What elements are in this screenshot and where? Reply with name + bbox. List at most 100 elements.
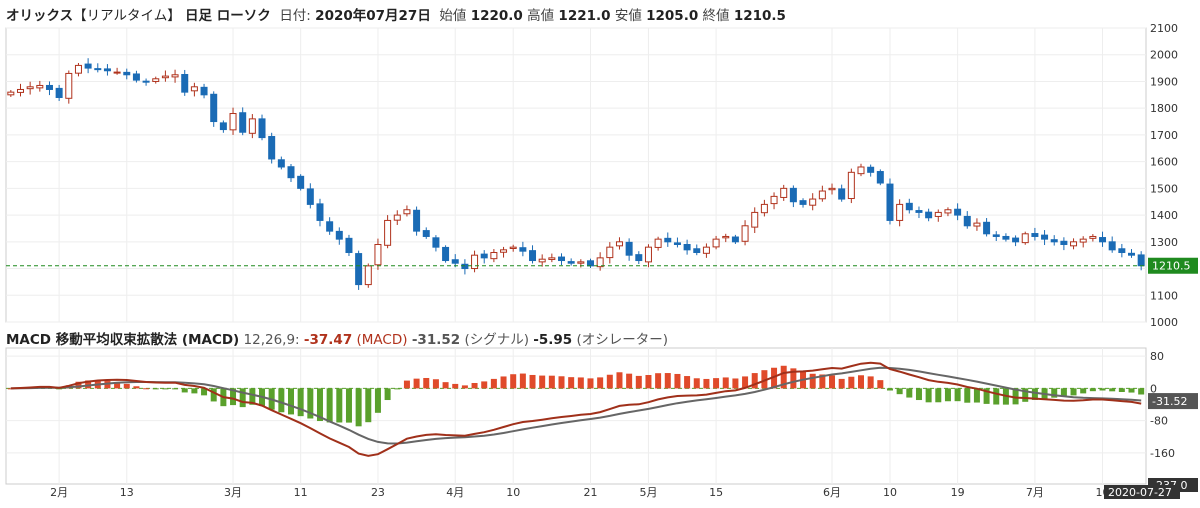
candle-body <box>760 203 768 214</box>
histogram-bar <box>461 385 468 389</box>
histogram-bar <box>510 374 517 389</box>
candle-body <box>451 259 459 264</box>
y-tick-label: 1700 <box>1150 129 1178 142</box>
candle-body <box>132 73 140 81</box>
candle-body <box>857 166 865 175</box>
x-tick-label: 3月 <box>224 486 242 499</box>
candle-body <box>297 175 305 189</box>
candle-body <box>838 188 846 200</box>
histogram-bar <box>1070 388 1077 396</box>
histogram-bar <box>877 380 884 389</box>
candle-body <box>1041 234 1049 240</box>
histogram-bar <box>75 381 82 389</box>
histogram-bar <box>819 374 826 389</box>
x-tick-label: 5月 <box>639 486 657 499</box>
histogram-bar <box>1031 388 1038 400</box>
candle-body <box>770 195 778 205</box>
histogram-bar <box>597 377 604 389</box>
histogram-bar <box>780 365 787 389</box>
histogram-bar <box>432 379 439 389</box>
histogram-bar <box>626 373 633 389</box>
y-tick-label: 1400 <box>1150 209 1178 222</box>
candle-body <box>529 250 537 262</box>
candle-body <box>1031 233 1039 237</box>
candle-body <box>509 246 517 249</box>
histogram-bar <box>674 373 681 389</box>
histogram-bar <box>645 374 652 389</box>
open-value: 1220.0 <box>470 8 523 24</box>
macd-value: -37.47 <box>303 332 353 348</box>
histogram-bar <box>790 368 797 389</box>
histogram-bar <box>1051 388 1058 398</box>
candle-body <box>596 257 604 268</box>
candle-body <box>915 210 923 213</box>
histogram-bar <box>326 388 333 423</box>
histogram-bar <box>114 382 121 389</box>
macd-y-tick-label: 0 <box>1150 382 1157 395</box>
histogram-bar <box>1138 388 1145 395</box>
histogram-bar <box>162 388 169 390</box>
macd-y-tick-label: -80 <box>1150 415 1168 428</box>
candle-body <box>45 84 53 90</box>
candle-body <box>963 215 971 227</box>
open-label: 始値 <box>439 8 467 24</box>
histogram-bar <box>751 373 758 389</box>
osc-value: -5.95 <box>533 332 573 348</box>
histogram-bar <box>954 388 961 402</box>
candle-body <box>905 202 913 211</box>
high-label: 高値 <box>527 8 555 24</box>
histogram-bar <box>85 380 92 389</box>
candle-body <box>461 263 469 270</box>
candle-body <box>200 86 208 96</box>
signal-value: -31.52 <box>411 332 461 348</box>
candle-body <box>789 187 797 203</box>
signal-label: (シグナル) <box>464 332 529 348</box>
candle-body <box>248 118 256 134</box>
signal-label-box <box>1148 393 1198 410</box>
histogram-bar <box>848 376 855 389</box>
osc-label: (オシレーター) <box>576 332 669 348</box>
histogram-bar <box>316 388 323 422</box>
y-tick-label: 1600 <box>1150 156 1178 169</box>
candle-body <box>364 265 372 286</box>
candle-body <box>693 248 701 254</box>
last-price-label: 1210.5 <box>1152 260 1191 273</box>
candle-body <box>654 238 662 248</box>
candle-body <box>577 261 585 264</box>
histogram-bar <box>809 373 816 389</box>
candle-body <box>422 230 430 237</box>
histogram-bar <box>1089 388 1096 392</box>
candle-body <box>55 87 63 98</box>
x-tick-label: 13 <box>120 486 134 499</box>
candle-body <box>809 198 817 206</box>
x-tick-label: 15 <box>709 486 723 499</box>
candle-body <box>181 74 189 93</box>
histogram-bar <box>529 374 536 389</box>
candle-body <box>393 214 401 221</box>
candle-body <box>683 243 691 251</box>
candle-body <box>615 241 623 247</box>
histogram-bar <box>1118 388 1125 392</box>
histogram-bar <box>684 376 691 389</box>
histogram-bar <box>297 388 304 417</box>
candle-body <box>16 88 24 93</box>
low-value: 1205.0 <box>646 8 699 24</box>
chart-kind: 日足 ローソク <box>185 8 271 24</box>
candle-body <box>287 166 295 179</box>
candle-body <box>538 258 546 263</box>
candle-body <box>84 63 92 69</box>
histogram-bar <box>133 386 140 389</box>
current-date-box <box>1104 485 1180 499</box>
histogram-bar <box>423 377 430 389</box>
candle-body <box>664 237 672 243</box>
candle-body <box>751 211 759 228</box>
candle-body <box>644 246 652 263</box>
current-date-label: 2020-07-27 <box>1108 486 1172 499</box>
candle-body <box>123 71 131 76</box>
candle-body <box>1050 239 1058 243</box>
histogram-bar <box>355 388 362 427</box>
macd-line <box>10 361 1142 457</box>
candle-body <box>258 118 266 139</box>
histogram-bar <box>983 388 990 404</box>
